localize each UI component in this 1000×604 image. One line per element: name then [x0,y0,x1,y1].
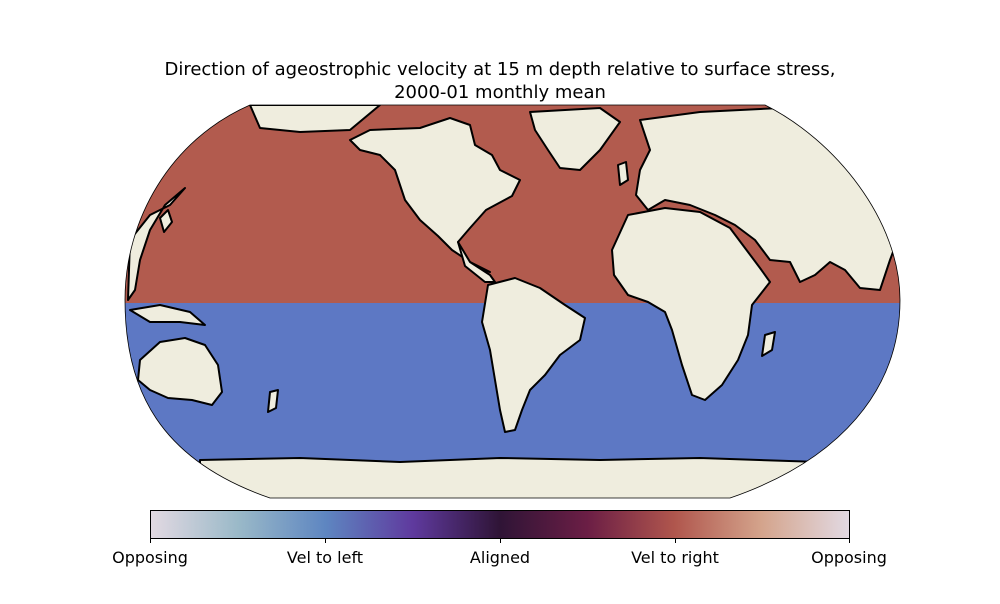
colorbar-label-opposing-right: Opposing [811,548,887,567]
colorbar-tick [675,538,676,543]
map-title-line-1: Direction of ageostrophic velocity at 15… [164,59,836,80]
land-south-america [481,277,586,433]
colorbar-label-vel-to-right: Vel to right [631,548,719,567]
colorbar-label-vel-to-left: Vel to left [286,548,364,567]
globe-outline [124,104,901,499]
land-australia [137,337,223,406]
land-new-zealand [267,389,279,413]
colorbar-tick [325,538,326,543]
land-central-america [457,241,496,283]
colorbar-ticks [0,538,1000,568]
land-africa [611,207,771,401]
land-east-asia [127,187,186,301]
land-greenland [529,107,621,171]
map-title: Direction of ageostrophic velocity at 15… [0,58,1000,104]
land-indonesia [129,304,206,326]
colorbar-label-aligned: Aligned [469,548,531,567]
colorbar-tick [500,538,501,543]
land-alaska [249,105,381,133]
colorbar-tick [849,538,850,543]
map-title-line-2: 2000-01 monthly mean [394,82,606,103]
land-british-isles [617,161,629,186]
land-madagascar [761,331,776,357]
globe-content [125,105,900,498]
land-japan [159,209,173,233]
colorbar-tick [150,538,151,543]
colorbar [150,510,850,539]
colorbar-label-opposing-left: Opposing [112,548,188,567]
land-antarctica [199,457,821,498]
